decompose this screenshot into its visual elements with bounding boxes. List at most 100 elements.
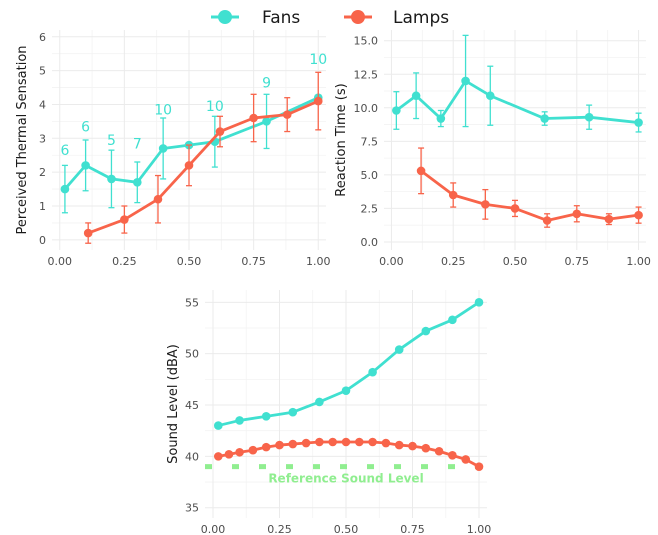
data-point-fans xyxy=(288,408,297,417)
data-point-lamps xyxy=(120,215,129,224)
data-point-fans xyxy=(395,345,404,354)
data-point-fans xyxy=(262,412,271,421)
y-tick-label: 35 xyxy=(185,502,199,515)
series-fans xyxy=(61,93,323,212)
data-point-lamps xyxy=(422,444,431,453)
data-point-fans xyxy=(392,106,401,115)
data-point-fans xyxy=(315,398,324,407)
data-point-fans xyxy=(159,144,168,153)
data-point-fans xyxy=(235,416,244,425)
panel-3: 0.00 0.25 0.50 0.75 1.003540455055Sound Leve… xyxy=(166,290,491,535)
data-point-lamps xyxy=(235,448,244,457)
series-line-lamps xyxy=(88,101,318,233)
x-tick-label: 0.00 xyxy=(48,255,73,268)
legend-key-marker-fans xyxy=(218,10,232,24)
x-tick-label: 0.50 xyxy=(177,255,202,268)
y-tick-label: 0.0 xyxy=(361,236,379,249)
data-point-lamps xyxy=(461,455,470,464)
data-point-fans xyxy=(412,91,421,100)
data-point-lamps xyxy=(395,441,404,450)
data-point-fans xyxy=(634,118,643,127)
data-point-lamps xyxy=(314,97,323,106)
count-annotation: 5 xyxy=(107,133,116,149)
y-tick-label: 10.0 xyxy=(354,102,379,115)
legend-label-lamps: Lamps xyxy=(393,8,449,28)
data-point-fans xyxy=(133,178,142,187)
series-line-fans xyxy=(218,302,479,425)
data-point-fans xyxy=(448,315,457,324)
data-point-fans xyxy=(342,386,351,395)
count-annotation: 6 xyxy=(81,119,90,135)
data-point-lamps xyxy=(382,439,391,448)
y-tick-label: 50 xyxy=(185,348,199,361)
data-point-lamps xyxy=(342,438,351,447)
data-point-fans xyxy=(214,421,223,430)
x-tick-label: 1.00 xyxy=(467,523,492,535)
series-line-fans xyxy=(396,81,638,123)
y-tick-label: 5.0 xyxy=(361,169,379,182)
y-axis-title: Reaction Time (s) xyxy=(334,83,349,196)
data-point-lamps xyxy=(475,462,484,471)
y-axis-title: Perceived Thermal Sensation xyxy=(15,45,30,234)
data-point-fans xyxy=(368,368,377,377)
count-annotation: 10 xyxy=(154,103,172,119)
data-point-lamps xyxy=(417,167,426,176)
y-tick-label: 6 xyxy=(39,31,46,44)
data-point-lamps xyxy=(84,229,93,238)
y-tick-label: 45 xyxy=(185,399,199,412)
data-point-lamps xyxy=(249,446,258,455)
y-tick-label: 15.0 xyxy=(354,35,379,48)
series-lamps xyxy=(214,438,483,471)
data-point-fans xyxy=(585,113,594,122)
x-tick-label: 0.25 xyxy=(112,255,137,268)
data-point-fans xyxy=(461,77,470,86)
y-tick-label: 40 xyxy=(185,450,199,463)
data-point-fans xyxy=(437,114,446,123)
y-tick-label: 2 xyxy=(39,166,46,179)
series-fans xyxy=(392,35,643,132)
data-point-lamps xyxy=(283,110,292,119)
y-tick-label: 0 xyxy=(39,234,46,247)
y-tick-label: 3 xyxy=(39,132,46,145)
data-point-fans xyxy=(422,327,431,336)
data-point-fans xyxy=(540,114,549,123)
data-point-lamps xyxy=(262,443,271,452)
data-point-lamps xyxy=(368,438,377,447)
y-tick-label: 7.5 xyxy=(361,135,379,148)
data-point-fans xyxy=(61,185,70,194)
count-annotation: 7 xyxy=(133,136,142,152)
y-tick-label: 5 xyxy=(39,65,46,78)
series-lamps xyxy=(417,148,643,227)
y-tick-label: 2.5 xyxy=(361,202,379,215)
series-lamps xyxy=(84,72,323,243)
count-annotation: 10 xyxy=(206,99,224,115)
x-tick-label: 0.50 xyxy=(503,255,528,268)
data-point-lamps xyxy=(448,451,457,460)
x-tick-label: 0.50 xyxy=(334,523,359,535)
data-point-lamps xyxy=(288,440,297,449)
x-tick-label: 1.00 xyxy=(626,255,651,268)
x-tick-label: 0.75 xyxy=(400,523,425,535)
data-point-lamps xyxy=(315,438,324,447)
x-tick-label: 0.75 xyxy=(241,255,266,268)
data-point-lamps xyxy=(302,439,311,448)
data-point-lamps xyxy=(225,450,234,459)
x-tick-label: 0.75 xyxy=(565,255,590,268)
data-point-lamps xyxy=(605,215,614,224)
y-tick-label: 55 xyxy=(185,296,199,309)
count-annotation: 6 xyxy=(60,143,69,159)
y-axis-title: Sound Level (dBA) xyxy=(166,344,181,464)
data-point-lamps xyxy=(355,438,364,447)
data-point-lamps xyxy=(328,438,337,447)
x-tick-label: 1.00 xyxy=(306,255,331,268)
series-fans xyxy=(214,298,483,430)
panel-1: 0.00 0.25 0.50 0.75 1.00 0 1 2 3 4 5 6 Perceived The… xyxy=(15,30,330,268)
data-point-lamps xyxy=(634,211,643,220)
data-point-lamps xyxy=(435,447,444,456)
panel-2: 0.00 0.25 0.50 0.75 1.000.02.55.07.510.012.5… xyxy=(334,30,651,268)
y-tick-label: 4 xyxy=(39,98,46,111)
data-point-lamps xyxy=(481,200,490,209)
data-point-lamps xyxy=(275,441,284,450)
